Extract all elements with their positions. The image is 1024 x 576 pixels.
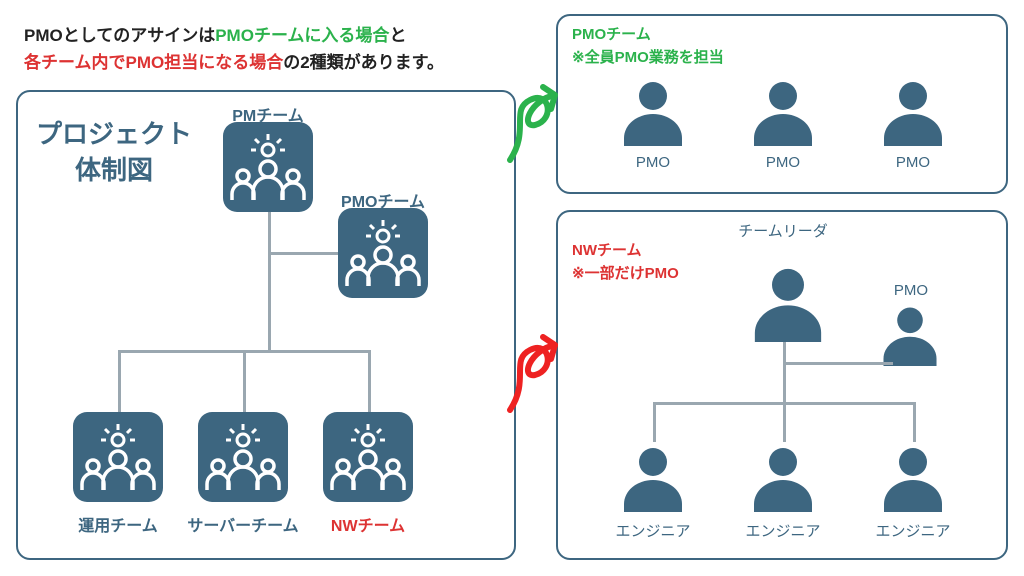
nw-team-note: NWチーム ※一部だけPMO [572, 240, 679, 285]
person-icon [618, 76, 688, 146]
person-label: エンジニア [738, 520, 828, 541]
team-icon [223, 122, 313, 212]
connector-line [268, 212, 271, 272]
connector-line [243, 350, 246, 412]
team-icon [323, 412, 413, 502]
team-icon [198, 412, 288, 502]
intro-text: PMOとしてのアサインはPMOチームに入る場合と 各チーム内でPMO担当になる場… [24, 22, 444, 76]
panel-title: プロジェクト体制図 [36, 116, 192, 189]
connector-line [653, 402, 656, 442]
team-icon [338, 208, 428, 298]
person-label: PMO [613, 154, 693, 171]
team-label: 運用チーム [53, 512, 183, 536]
person-icon [878, 442, 948, 512]
team-label: PMチーム [203, 102, 333, 126]
person-icon [748, 442, 818, 512]
connector-line [783, 402, 786, 442]
leader-label: チームリーダ [718, 220, 848, 241]
person-label: PMO [873, 154, 953, 171]
person-label: エンジニア [868, 520, 958, 541]
team-label: サーバーチーム [178, 512, 308, 536]
connector-line [368, 350, 371, 412]
connector-line [118, 350, 121, 412]
curly-arrow [500, 80, 570, 170]
panel-pmo-team: PMOチーム ※全員PMO業務を担当 PMO PMO PMO [556, 14, 1008, 194]
team-icon [73, 412, 163, 502]
person-icon [878, 302, 942, 366]
connector-line [268, 252, 338, 255]
connector-line [913, 402, 916, 442]
panel-nw-team: NWチーム ※一部だけPMO チームリーダ PMO エンジニア エンジニア エンジニ… [556, 210, 1008, 560]
pmo-team-note: PMOチーム ※全員PMO業務を担当 [572, 24, 724, 69]
team-label: NWチーム [303, 512, 433, 536]
person-label: PMO [743, 154, 823, 171]
person-icon [748, 76, 818, 146]
connector-line [268, 270, 271, 350]
person-icon [878, 76, 948, 146]
connector-line [783, 342, 786, 402]
curly-arrow [500, 330, 570, 420]
team-label: PMOチーム [318, 188, 448, 212]
panel-project-structure: プロジェクト体制図 PMチーム PMOチーム運用チームサーバーチームNWチーム [16, 90, 516, 560]
person-label: エンジニア [608, 520, 698, 541]
person-icon [748, 262, 828, 342]
person-icon [618, 442, 688, 512]
connector-line [783, 362, 893, 365]
pmo-label: PMO [876, 282, 946, 299]
